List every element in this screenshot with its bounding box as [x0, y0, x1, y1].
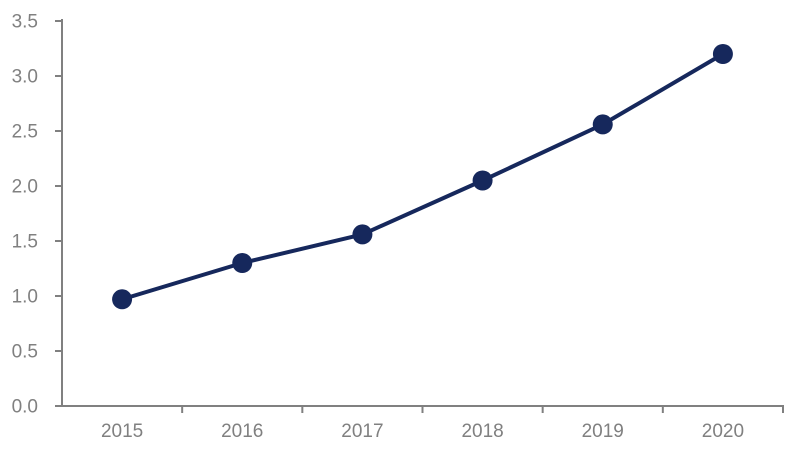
- data-point-2020: [712, 44, 733, 64]
- data-point-2015: [112, 289, 133, 310]
- x-axis-tick-label: 2019: [582, 421, 624, 442]
- y-axis-tick-label: 2.5: [12, 122, 38, 143]
- data-point-2016: [232, 253, 253, 273]
- data-point-2019: [592, 114, 613, 135]
- data-point-2017: [352, 224, 373, 245]
- x-axis-tick-label: 2018: [461, 421, 503, 442]
- y-axis-tick-label: 2.0: [12, 177, 38, 198]
- series-line: [121, 52, 724, 302]
- y-axis-tick-label: 1.0: [12, 287, 38, 308]
- x-axis-tick-label: 2017: [341, 421, 383, 442]
- x-axis-tick-label: 2016: [221, 421, 263, 442]
- y-axis-tick-label: 0.5: [12, 342, 38, 363]
- x-axis-tick-label: 2020: [702, 421, 744, 442]
- y-axis-tick-label: 1.5: [12, 232, 38, 253]
- y-axis-tick-label: 3.0: [12, 67, 38, 88]
- y-axis-tick-label: 0.0: [12, 397, 38, 418]
- y-axis-tick-label: 3.5: [12, 12, 38, 33]
- data-point-2018: [472, 170, 493, 191]
- x-axis-tick-label: 2015: [101, 421, 143, 442]
